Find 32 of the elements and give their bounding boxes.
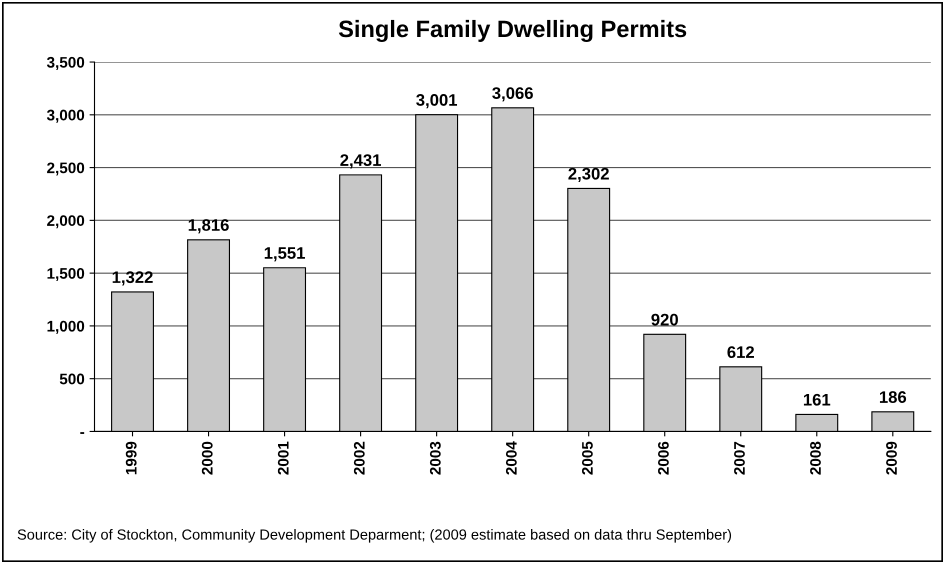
- x-tick-label: 2000: [202, 442, 213, 475]
- y-tick-label: 3,000: [46, 110, 84, 123]
- y-tick-label: 2,000: [47, 215, 84, 228]
- data-label: 1,322: [112, 271, 153, 286]
- source-note: Source: City of Stockton, Community Development Deparment; (2009 estimate based on data thru September): [18, 529, 732, 543]
- x-tick-label: 2005: [582, 442, 593, 475]
- y-tick-label: 1,000: [48, 320, 84, 334]
- data-label: 1,816: [188, 219, 229, 234]
- data-label: 920: [651, 314, 678, 326]
- x-tick-label: 2001: [278, 442, 289, 475]
- data-label: 3,066: [492, 87, 533, 102]
- y-tick-label: 2,500: [47, 162, 84, 176]
- x-tick-label: 2003: [430, 442, 441, 475]
- x-tick-label: 2006: [658, 442, 669, 475]
- x-tick-label: 2009: [886, 442, 897, 475]
- x-tick-label: 1999: [126, 442, 137, 474]
- data-label: 612: [727, 346, 754, 358]
- x-tick-label: 2004: [506, 441, 517, 475]
- x-tick-label: 2008: [810, 442, 821, 475]
- x-tick-label: 2007: [734, 442, 745, 475]
- data-label: 2,302: [568, 168, 609, 182]
- y-tick-label: 3,500: [46, 56, 84, 70]
- chart-title: Single Family Dwelling Permits: [338, 20, 686, 42]
- data-label: 186: [880, 391, 906, 403]
- data-label: 3,001: [416, 94, 458, 108]
- y-tick-label: 1,500: [48, 268, 84, 282]
- y-tick-label: -: [80, 432, 84, 434]
- data-label: 1,551: [264, 247, 305, 262]
- y-tick-label: 500: [60, 374, 84, 384]
- x-tick-label: 2002: [354, 442, 365, 475]
- data-label: 2,431: [340, 154, 381, 168]
- data-label: 161: [804, 394, 830, 406]
